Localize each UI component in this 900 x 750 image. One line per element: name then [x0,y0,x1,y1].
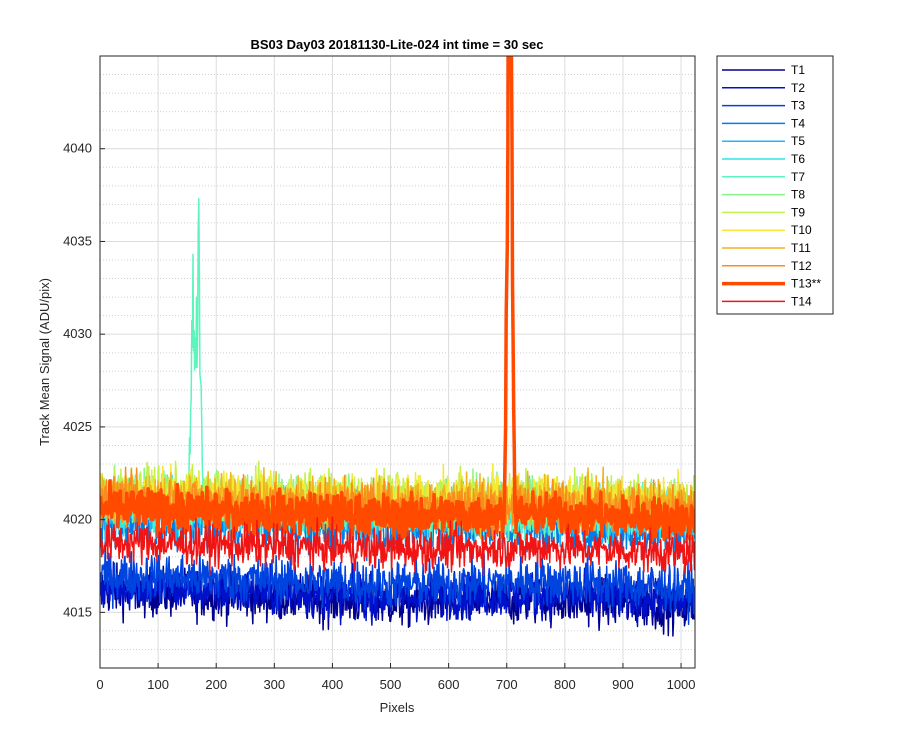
x-tick-label: 300 [263,677,285,692]
x-tick-label: 200 [205,677,227,692]
legend-label: T9 [791,205,805,219]
y-tick-label: 4030 [63,326,92,341]
series-line-t13 [100,56,695,544]
y-tick-label: 4020 [63,512,92,527]
legend-label: T3 [791,99,805,113]
series-traces [100,56,695,637]
legend: T1 T2 T3 T4 T5 T6 T7 T8 T9 T10 T11 T12 T13** T14 [716,55,834,315]
x-tick-label: 500 [380,677,402,692]
legend-label: T10 [791,223,812,237]
legend-label: T12 [791,259,812,273]
legend-label: T6 [791,152,805,166]
legend-label: T2 [791,81,805,95]
x-tick-label: 900 [612,677,634,692]
series-line-t3 [100,540,695,626]
x-tick-label: 700 [496,677,518,692]
y-tick-label: 4015 [63,604,92,619]
legend-label: T14 [791,294,812,308]
x-tick-label: 0 [96,677,103,692]
x-tick-label: 800 [554,677,576,692]
legend-box [716,55,834,315]
x-tick-label: 600 [438,677,460,692]
series-line-t14 [100,516,695,577]
y-tick-label: 4040 [63,141,92,156]
legend-label: T5 [791,134,805,148]
series-line-t2 [100,561,695,628]
legend-label: T13** [791,277,821,291]
y-axis-label: Track Mean Signal (ADU/pix) [37,278,52,446]
chart-title: BS03 Day03 20181130-Lite-024 int time = … [250,37,543,52]
y-tick-label: 4025 [63,419,92,434]
legend-label: T1 [791,63,805,77]
x-tick-label: 1000 [667,677,696,692]
legend-label: T7 [791,170,805,184]
x-tick-label: 400 [322,677,344,692]
y-tick-label: 4035 [63,233,92,248]
legend-label: T8 [791,188,805,202]
legend-label: T4 [791,116,805,130]
plot-area-frame [99,55,696,669]
axis-ticks: 0 100 200 300 400 500 600 700 800 900 1000 4015 4020… [63,141,695,692]
legend-label: T11 [791,241,811,255]
x-tick-label: 100 [147,677,169,692]
x-axis-label: Pixels [380,700,415,715]
